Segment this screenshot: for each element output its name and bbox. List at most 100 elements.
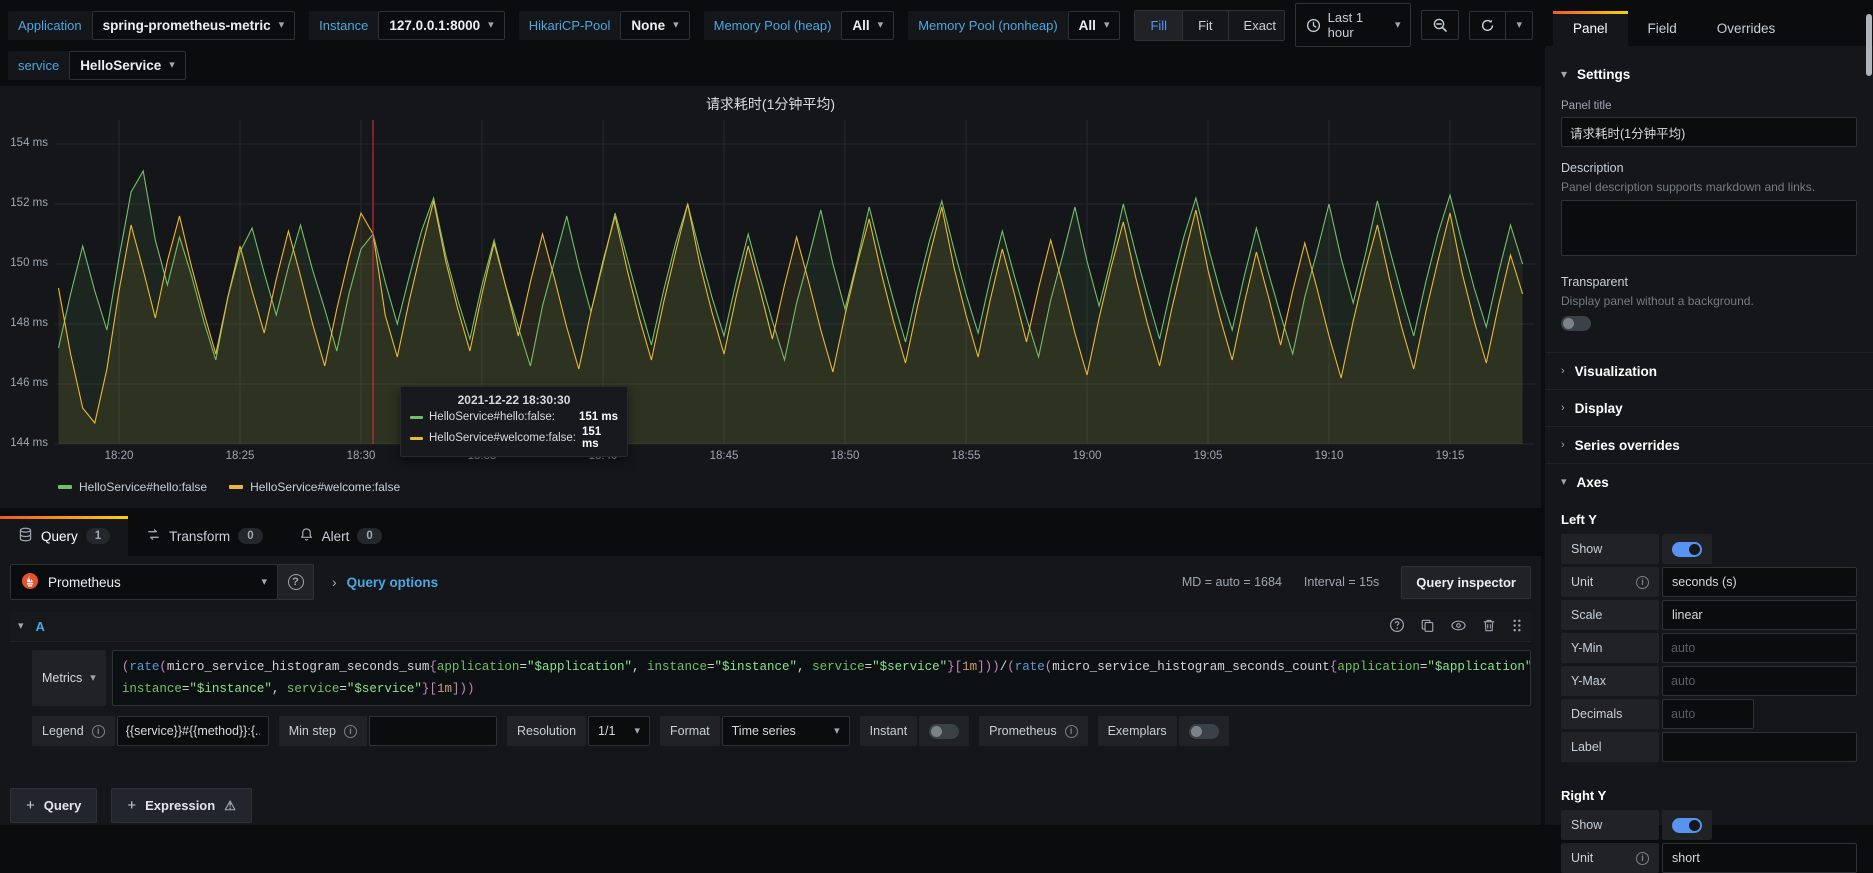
add-query-button[interactable]: + Query <box>10 788 98 823</box>
tab-panel[interactable]: Panel <box>1553 11 1628 46</box>
refresh-interval-dropdown[interactable]: ▾ <box>1505 10 1533 40</box>
chevron-down-icon: ▾ <box>169 58 175 71</box>
zoom-out-button[interactable] <box>1421 10 1460 40</box>
sidebar-scrollbar-thumb[interactable] <box>1866 14 1872 76</box>
display-section-header[interactable]: › Display <box>1545 389 1873 426</box>
format-select[interactable]: Time series ▾ <box>721 716 850 746</box>
exemplars-toggle-chip <box>1178 716 1229 746</box>
plus-icon: + <box>127 797 137 814</box>
fill-button[interactable]: Fill <box>1135 10 1184 40</box>
help-icon: ? <box>287 574 304 590</box>
variable-memory-pool-heap: Memory Pool (heap) All ▾ <box>703 10 895 40</box>
panel-title-label: Panel title <box>1561 100 1612 112</box>
left-y-unit-select[interactable]: seconds (s) <box>1662 567 1857 597</box>
collapse-icon[interactable]: ▾ <box>18 620 24 632</box>
description-textarea[interactable] <box>1561 200 1857 256</box>
legend-item[interactable]: HelloService#welcome:false <box>229 480 400 494</box>
x-tick-label: 19:00 <box>1072 450 1102 462</box>
variable-service-value[interactable]: HelloService ▾ <box>69 50 186 80</box>
settings-section-header[interactable]: ▾ Settings <box>1561 66 1631 82</box>
delete-query-trash-icon[interactable] <box>1482 618 1496 636</box>
add-expression-button[interactable]: + Expression ⚠ <box>111 788 252 823</box>
legend-item[interactable]: HelloService#hello:false <box>58 480 207 494</box>
min-step-label: Min step i <box>278 716 367 746</box>
fit-button[interactable]: Fit <box>1183 10 1229 40</box>
prometheus-exemplars-label: Prometheus i <box>979 716 1088 746</box>
promql-expression-editor[interactable]: (rate(micro_service_histogram_seconds_su… <box>111 650 1531 706</box>
y-min-input[interactable] <box>1662 633 1857 663</box>
chart-plot[interactable] <box>55 120 1535 450</box>
promql-line-2: instance="$instance", service="$service"… <box>121 682 475 696</box>
chevron-down-icon: ▾ <box>834 724 840 737</box>
transparent-toggle[interactable] <box>1561 316 1591 331</box>
topbar-controls: Fill Fit Exact Last 1 hour ▾ <box>1134 3 1533 47</box>
instant-toggle[interactable] <box>929 723 960 739</box>
resolution-select[interactable]: 1/1 ▾ <box>588 716 651 746</box>
min-step-input[interactable] <box>368 716 497 746</box>
axes-section-header[interactable]: ▾ Axes <box>1545 463 1873 500</box>
query-toolbar: Prometheus ▾ ? › Query options MD = auto… <box>10 564 1531 600</box>
x-tick-label: 18:45 <box>709 450 739 462</box>
query-a-header[interactable]: ▾ A <box>10 612 1531 642</box>
query-row-a: ▾ A Metrics ▾ (rate(micro_service_histog… <box>10 612 1531 746</box>
right-y-show-toggle[interactable] <box>1672 817 1702 833</box>
y-tick-label: 152 ms <box>10 197 48 209</box>
tooltip-row: HelloService#welcome:false: 151 ms <box>410 426 618 450</box>
axis-label-input[interactable] <box>1662 732 1857 762</box>
left-y-decimals-row: Decimals <box>1561 699 1857 729</box>
drag-handle-icon[interactable] <box>1511 618 1523 636</box>
variable-memory-pool-heap-value[interactable]: All ▾ <box>841 10 895 40</box>
variable-memory-pool-nonheap-value[interactable]: All ▾ <box>1067 10 1121 40</box>
tab-transform-label: Transform <box>169 528 231 544</box>
y-tick-label: 144 ms <box>10 437 48 449</box>
legend-series-dash <box>229 485 244 489</box>
exact-button[interactable]: Exact <box>1243 17 1277 33</box>
variable-application-value[interactable]: spring-prometheus-metric ▾ <box>91 10 296 40</box>
y-tick-label: 146 ms <box>10 377 48 389</box>
tab-overrides[interactable]: Overrides <box>1716 21 1776 36</box>
query-footer-buttons: + Query + Expression ⚠ <box>10 788 1531 823</box>
left-y-scale-select[interactable]: linear <box>1662 600 1857 630</box>
decimals-input[interactable] <box>1662 699 1754 729</box>
tab-query[interactable]: Query 1 <box>0 516 129 556</box>
clock-icon <box>1306 18 1321 33</box>
left-y-show-row: Show <box>1561 534 1857 564</box>
query-ref-id: A <box>35 619 45 634</box>
tab-query-count: 1 <box>85 528 111 544</box>
tab-alert-count: 0 <box>357 528 382 544</box>
help-circle-icon[interactable] <box>1389 617 1405 636</box>
visualization-section-header[interactable]: › Visualization <box>1545 352 1873 389</box>
variable-instance-value[interactable]: 127.0.0.1:8000 ▾ <box>378 10 505 40</box>
time-range-picker[interactable]: Last 1 hour ▾ <box>1294 3 1412 47</box>
y-min-label: Y-Min <box>1561 633 1659 663</box>
query-options-toggle[interactable]: › Query options <box>332 575 438 590</box>
right-y-unit-select[interactable]: short <box>1662 843 1857 873</box>
duplicate-query-icon[interactable] <box>1420 618 1435 636</box>
description-helper: Panel description supports markdown and … <box>1561 180 1816 194</box>
metrics-dropdown[interactable]: Metrics ▾ <box>32 650 106 706</box>
refresh-button[interactable] <box>1469 10 1506 40</box>
variable-hikaricp-pool-value[interactable]: None ▾ <box>620 10 690 40</box>
graph-panel: 请求耗时(1分钟平均) 154 ms 152 ms 150 ms 148 ms 146 … <box>0 86 1541 508</box>
tab-query-label: Query <box>41 528 78 544</box>
x-tick-label: 18:30 <box>346 450 376 462</box>
datasource-picker[interactable]: Prometheus ▾ <box>10 564 278 600</box>
tab-alert[interactable]: Alert 0 <box>281 516 400 556</box>
legend-format-input[interactable] <box>116 716 269 746</box>
disable-query-eye-icon[interactable] <box>1450 618 1467 636</box>
datasource-help-button[interactable]: ? <box>278 564 314 600</box>
left-y-scale-row: Scale linear <box>1561 600 1857 630</box>
exemplars-toggle[interactable] <box>1188 723 1219 739</box>
instant-option: Instant <box>859 716 970 746</box>
variable-instance-label: Instance <box>309 10 379 40</box>
panel-title-input[interactable] <box>1561 117 1857 147</box>
left-y-show-toggle[interactable] <box>1672 541 1702 557</box>
query-inspector-button[interactable]: Query inspector <box>1401 565 1531 599</box>
tab-field[interactable]: Field <box>1647 21 1677 36</box>
variables-row-2: service HelloService ▾ <box>8 48 1533 82</box>
tab-transform[interactable]: Transform 0 <box>128 516 280 556</box>
chevron-down-icon: ▾ <box>1516 18 1522 31</box>
variable-memory-pool-nonheap-label: Memory Pool (nonheap) <box>908 10 1068 40</box>
y-max-input[interactable] <box>1662 666 1857 696</box>
series-overrides-section-header[interactable]: › Series overrides <box>1545 426 1873 463</box>
